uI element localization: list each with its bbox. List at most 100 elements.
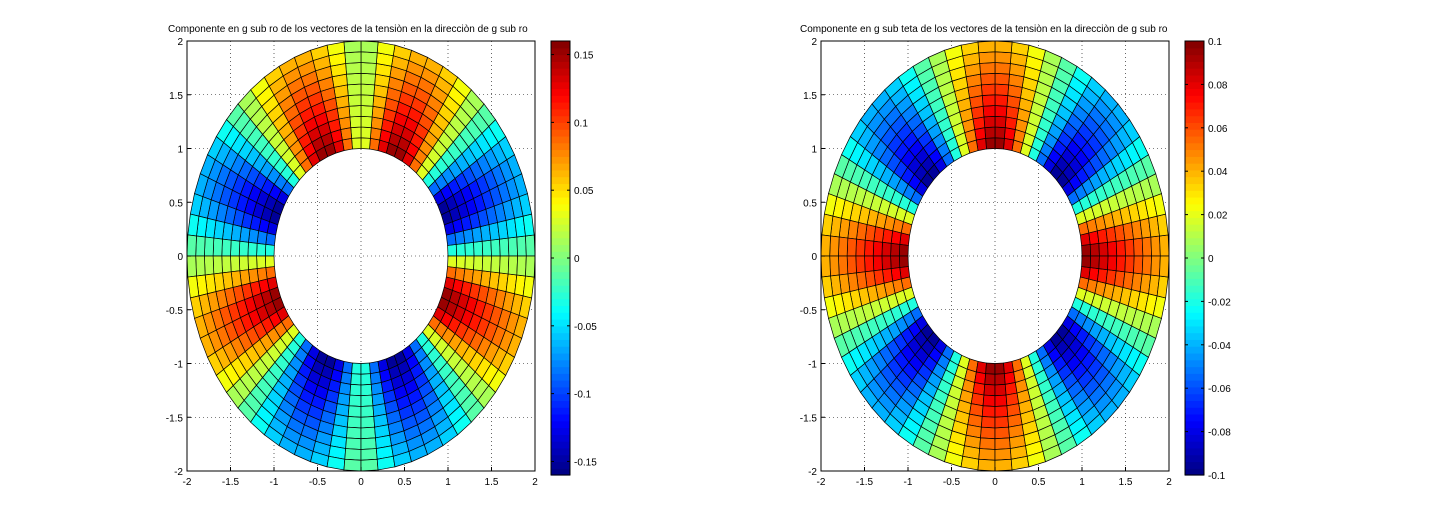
mesh-cell: [256, 255, 267, 270]
colorbar-band: [551, 224, 570, 232]
mesh-cell: [360, 416, 376, 429]
mesh-cell: [846, 255, 857, 275]
mesh-cell: [890, 242, 901, 257]
colorbar-band: [551, 386, 570, 395]
mesh-cell: [994, 83, 1010, 96]
mesh-cell: [994, 51, 1012, 64]
colorbar-band: [551, 251, 570, 259]
right-plot-panel: Componente en g sub teta de los vectores…: [800, 24, 1231, 488]
mesh-cell: [1159, 255, 1170, 278]
y-tick-label: -2: [808, 467, 817, 478]
colorbar-tick-label: 0.04: [1208, 167, 1228, 178]
mesh-cell: [464, 241, 475, 257]
colorbar-band: [1185, 176, 1204, 185]
mesh-cell: [346, 426, 362, 440]
mesh-cell: [978, 448, 996, 461]
colorbar-band: [1185, 346, 1204, 354]
colorbar-band: [1185, 298, 1204, 307]
y-tick-label: 2: [177, 37, 183, 48]
mesh-cell: [187, 213, 200, 237]
colorbar-band: [1185, 54, 1204, 62]
colorbar-band: [1185, 142, 1204, 151]
colorbar-band: [1185, 47, 1204, 56]
mesh-cell: [1089, 242, 1100, 257]
y-tick-label: 1: [177, 145, 183, 156]
mesh-cell: [360, 83, 376, 96]
x-tick-label: 0.5: [398, 477, 412, 488]
mesh-cell: [507, 236, 518, 257]
colorbar-tick-label: -0.04: [1208, 341, 1231, 352]
mesh-cell: [350, 373, 362, 386]
mesh-cell: [1156, 275, 1169, 299]
colorbar-band: [551, 393, 570, 402]
colorbar-band: [551, 47, 570, 56]
colorbar-tick-label: -0.05: [574, 322, 597, 333]
mesh-cell: [982, 394, 996, 407]
colorbar-tick-label: -0.06: [1208, 384, 1231, 395]
colorbar-tick-label: 0.15: [574, 51, 594, 62]
colorbar-band: [551, 413, 570, 422]
mesh-cell: [473, 240, 484, 257]
mesh-cell: [864, 255, 875, 273]
colorbar-band: [551, 285, 570, 293]
mesh-cell: [977, 458, 996, 472]
colorbar-band: [551, 258, 570, 266]
colorbar-band: [1185, 68, 1204, 76]
colorbar-band: [551, 407, 570, 415]
mesh-cell: [230, 255, 241, 273]
mesh-cell: [829, 235, 840, 257]
mesh-cell: [872, 240, 883, 257]
mesh-cell: [360, 115, 373, 128]
colorbar-band: [1185, 156, 1204, 164]
colorbar-band: [1185, 420, 1204, 429]
mesh-cell: [994, 384, 1007, 397]
mesh-cell: [360, 62, 377, 75]
colorbar-band: [1185, 224, 1204, 232]
y-tick-label: -1.5: [800, 413, 818, 424]
colorbar-band: [1185, 332, 1204, 340]
mesh-cell: [977, 40, 996, 54]
mesh-cell: [980, 83, 996, 96]
mesh-cell: [455, 255, 466, 270]
colorbar-band: [551, 332, 570, 340]
mesh-cell: [360, 405, 375, 418]
mesh-cell: [994, 105, 1008, 118]
mesh-cell: [1098, 241, 1109, 257]
mesh-cell: [499, 237, 510, 257]
mesh-cell: [855, 238, 866, 257]
colorbar-band: [1185, 461, 1204, 469]
mesh-cell: [981, 405, 996, 418]
mesh-cell: [881, 255, 892, 271]
x-tick-label: 2: [1166, 477, 1172, 488]
colorbar-band: [1185, 61, 1204, 69]
colorbar-band: [1185, 454, 1204, 463]
mesh-cell: [360, 126, 372, 139]
colorbar-band: [1185, 149, 1204, 157]
mesh-cell: [343, 458, 362, 472]
colorbar: 0.1 0.08 0.06 0.04 0.02 0 -0.02 -0.04 -0.06 -0.08…: [1184, 37, 1231, 482]
mesh-cell: [1003, 137, 1015, 151]
mesh-cell: [821, 213, 834, 237]
colorbar-band: [551, 352, 570, 361]
mesh-cell: [1150, 235, 1161, 257]
mesh-cell: [360, 137, 371, 150]
x-tick-label: 0.5: [1032, 477, 1046, 488]
colorbar-band: [1185, 366, 1204, 374]
colorbar-band: [551, 291, 570, 300]
mesh-cell: [204, 255, 215, 276]
mesh-cell: [349, 115, 362, 128]
colorbar-band: [551, 244, 570, 252]
colorbar-tick-label: -0.02: [1208, 297, 1231, 308]
colorbar-band: [1185, 88, 1204, 96]
colorbar-tick-label: -0.1: [1208, 471, 1226, 482]
mesh-cell: [490, 238, 501, 257]
colorbar-band: [551, 203, 570, 212]
mesh-cell: [820, 234, 831, 257]
mesh-cell: [360, 51, 378, 64]
mesh-cell: [360, 384, 373, 397]
mesh-cell: [360, 94, 375, 107]
mesh-cell: [985, 362, 996, 375]
mesh-cell: [994, 362, 1005, 375]
colorbar-tick-label: 0: [574, 254, 580, 265]
colorbar-band: [1185, 468, 1204, 476]
